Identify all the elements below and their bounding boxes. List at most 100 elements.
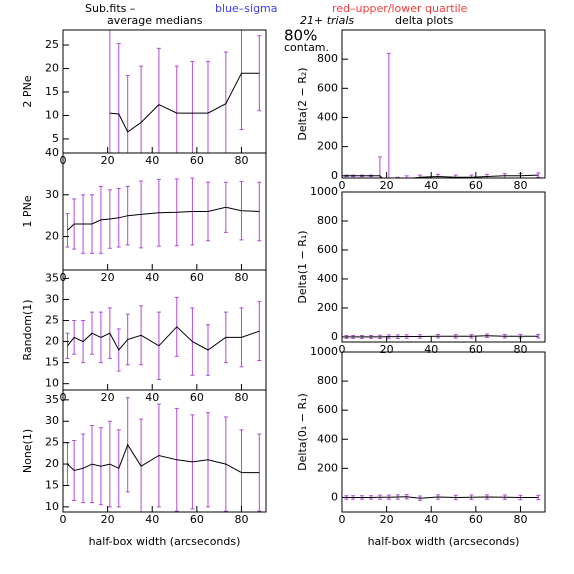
y-tick-label: 600 [317, 81, 338, 94]
median-line [346, 174, 539, 178]
x-tick-label: 20 [101, 391, 115, 404]
y-tick-label: 0 [331, 490, 338, 503]
x-tick-label: 40 [145, 391, 159, 404]
y-tick-label: 30 [45, 414, 59, 427]
y-tick-label: 200 [317, 461, 338, 474]
y-axis-label: Random(1) [21, 299, 34, 360]
x-tick-label: 60 [190, 271, 204, 284]
x-tick-label: 40 [424, 343, 438, 356]
panel-frame [341, 29, 546, 179]
x-tick-label: 20 [101, 513, 115, 526]
y-tick-label: 35 [45, 393, 59, 406]
header-title: Sub.fits – [85, 2, 135, 15]
y-tick-label: 20 [45, 230, 59, 243]
y-axis-label: Delta(1 − R₁) [296, 230, 309, 303]
y-tick-label: 15 [45, 478, 59, 491]
y-tick-label: 5 [52, 132, 59, 145]
x-tick-label: 60 [190, 154, 204, 167]
median-line [67, 326, 260, 351]
x-tick-label: 0 [339, 179, 346, 192]
y-tick-label: 30 [45, 188, 59, 201]
x-tick-label: 0 [60, 513, 67, 526]
x-tick-label: 40 [424, 179, 438, 192]
median-line [346, 335, 539, 338]
x-tick-label: 60 [190, 391, 204, 404]
quartile-legend: red–upper/lower quartile [332, 2, 468, 15]
y-tick-label: 25 [45, 38, 59, 51]
y-tick-label: 25 [45, 314, 59, 327]
x-tick-label: 80 [234, 391, 248, 404]
x-tick-label: 60 [469, 179, 483, 192]
y-tick-label: 25 [45, 436, 59, 449]
x-tick-label: 0 [339, 343, 346, 356]
y-tick-label: 10 [45, 377, 59, 390]
y-axis-label: 1 PNe [21, 195, 34, 227]
y-tick-label: 400 [317, 272, 338, 285]
panel-frame [62, 29, 267, 154]
contam: contam. [284, 41, 329, 54]
x-tick-label: 40 [145, 271, 159, 284]
x-tick-label: 40 [145, 154, 159, 167]
panel [65, 397, 262, 512]
y-tick-label: 30 [45, 292, 59, 305]
y-tick-label: 0 [331, 330, 338, 343]
panel [65, 296, 262, 380]
x-tick-label: 80 [513, 343, 527, 356]
y-tick-label: 800 [317, 374, 338, 387]
x-tick-label: 40 [145, 513, 159, 526]
y-tick-label: 200 [317, 301, 338, 314]
x-tick-label: 60 [469, 343, 483, 356]
y-axis-label: Delta(0₁ − R₁) [296, 393, 309, 471]
x-tick-label: 80 [513, 513, 527, 526]
median-line [67, 443, 260, 474]
sigma-legend: blue–sigma [215, 2, 278, 15]
y-tick-label: 20 [45, 457, 59, 470]
y-axis-label: Delta(2 − R₂) [296, 67, 309, 140]
right-title: delta plots [395, 14, 453, 27]
panel [65, 177, 262, 254]
y-axis-label: None(1) [21, 429, 34, 473]
y-tick-label: 20 [45, 61, 59, 74]
x-tick-label: 0 [339, 513, 346, 526]
y-tick-label: 10 [45, 108, 59, 121]
panel-frame [341, 351, 546, 513]
y-tick-label: 600 [317, 403, 338, 416]
x-tick-label: 40 [424, 513, 438, 526]
y-tick-label: 15 [45, 85, 59, 98]
x-tick-label: 60 [190, 513, 204, 526]
y-tick-label: 1000 [310, 345, 338, 358]
y-tick-label: 20 [45, 335, 59, 348]
trials: 21+ trials [300, 14, 354, 27]
x-axis-label: half-box width (arcseconds) [368, 535, 520, 548]
x-tick-label: 20 [101, 154, 115, 167]
panel [109, 30, 262, 153]
y-tick-label: 0 [331, 169, 338, 182]
y-tick-label: 1000 [310, 185, 338, 198]
x-tick-label: 20 [101, 271, 115, 284]
x-tick-label: 60 [469, 513, 483, 526]
median-line [109, 72, 260, 133]
x-axis-label: half-box width (arcseconds) [89, 535, 241, 548]
panel [344, 52, 541, 178]
x-tick-label: 80 [234, 154, 248, 167]
y-axis-label: 2 PNe [21, 75, 34, 107]
panel [344, 333, 541, 340]
panel [344, 494, 541, 501]
y-tick-label: 600 [317, 243, 338, 256]
panel-frame [62, 269, 267, 391]
panel-frame [62, 152, 267, 271]
median-line [346, 496, 539, 499]
y-tick-label: 400 [317, 110, 338, 123]
panel-frame [62, 389, 267, 513]
y-tick-label: 800 [317, 52, 338, 65]
y-tick-label: 10 [45, 500, 59, 513]
x-tick-label: 20 [380, 179, 394, 192]
y-tick-label: 200 [317, 140, 338, 153]
median-line [67, 206, 260, 231]
left-title: average medians [107, 14, 203, 27]
y-tick-label: 800 [317, 214, 338, 227]
contam-percent: 80% [284, 27, 317, 45]
y-tick-label: 400 [317, 432, 338, 445]
x-tick-label: 80 [513, 179, 527, 192]
